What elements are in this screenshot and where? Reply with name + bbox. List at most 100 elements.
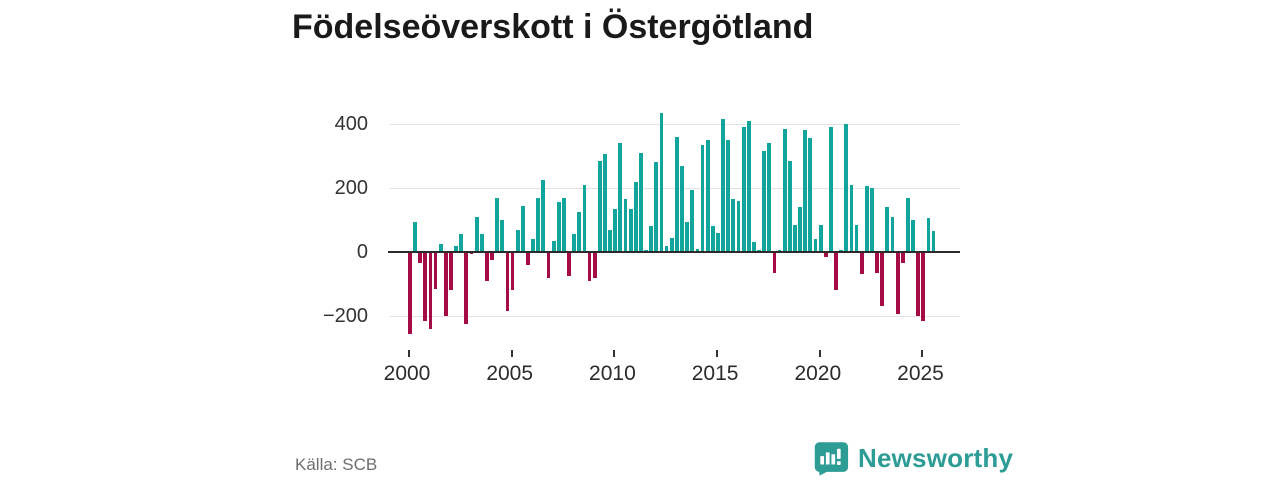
- quarter-bar: [459, 234, 464, 252]
- quarter-bar: [716, 232, 720, 252]
- quarter-bar: [926, 218, 931, 252]
- newsworthy-logo[interactable]: Newsworthy: [812, 440, 1013, 476]
- quarter-bar: [726, 140, 731, 252]
- newsworthy-logo-text: Newsworthy: [858, 442, 1014, 473]
- y-axis-tick-label: 0: [356, 241, 368, 263]
- quarter-bar: [685, 221, 690, 252]
- quarter-bar: [505, 252, 510, 312]
- quarter-bar: [905, 197, 910, 252]
- quarter-bar: [418, 252, 423, 264]
- quarter-bar: [890, 216, 895, 252]
- quarter-bar: [618, 143, 623, 252]
- gridline-minus-200: [390, 316, 960, 317]
- zero-axis-line: [388, 251, 960, 253]
- quarter-bar: [669, 237, 674, 252]
- quarter-bar: [808, 138, 813, 252]
- quarter-bar: [567, 252, 571, 276]
- quarter-bar: [828, 127, 833, 252]
- quarter-bar: [449, 252, 453, 291]
- quarter-bar: [408, 252, 412, 334]
- quarter-bar: [639, 152, 643, 252]
- quarter-bar: [751, 242, 756, 252]
- quarter-bar: [536, 197, 541, 252]
- plot-area: 2000 2005 2010 2015 2020 2025: [384, 100, 960, 385]
- y-axis-tick-label: 400: [334, 113, 368, 135]
- quarter-bar: [490, 252, 494, 260]
- quarter-bar: [597, 160, 602, 252]
- x-axis-tick-mark: [716, 350, 719, 357]
- quarter-bar: [721, 119, 725, 252]
- chart-title: Födelseöverskott i Östergötland: [292, 8, 814, 46]
- x-axis-tick-label: 2005: [486, 362, 534, 385]
- quarter-bar: [438, 244, 443, 252]
- quarter-bar: [454, 245, 458, 252]
- source-credit: Källa: SCB: [295, 455, 378, 474]
- quarter-bar: [495, 197, 500, 252]
- quarter-bar: [628, 208, 633, 252]
- quarter-bar: [834, 252, 838, 291]
- quarter-bar: [515, 229, 520, 252]
- quarter-bar: [433, 252, 438, 289]
- quarter-bar: [592, 252, 597, 278]
- quarter-bar: [880, 252, 885, 307]
- quarter-bar: [623, 199, 628, 252]
- quarter-bar: [731, 199, 736, 252]
- quarter-bar: [900, 252, 905, 264]
- quarter-bar: [423, 252, 428, 321]
- quarter-bar: [510, 252, 515, 291]
- quarter-bar: [700, 144, 705, 252]
- quarter-bar: [562, 197, 566, 252]
- quarter-bar: [659, 112, 664, 252]
- y-axis-tick-label: −200: [322, 305, 368, 327]
- quarter-bar: [813, 239, 818, 252]
- x-axis-tick-label: 2020: [794, 362, 842, 385]
- x-axis-tick-mark: [613, 350, 616, 357]
- quarter-bar: [680, 165, 684, 252]
- quarter-bar: [854, 224, 859, 252]
- quarter-bar: [885, 207, 890, 252]
- x-axis-tick-mark: [921, 350, 924, 357]
- quarter-bar: [859, 252, 864, 275]
- quarter-bar: [520, 205, 525, 252]
- quarter-bar: [736, 200, 741, 252]
- quarter-bar: [864, 186, 869, 252]
- quarter-bar: [541, 180, 546, 252]
- quarter-bar: [500, 220, 505, 252]
- x-axis-tick-mark: [408, 350, 410, 357]
- quarter-bar: [485, 252, 489, 281]
- x-axis-tick-mark: [510, 350, 513, 357]
- quarter-bar: [695, 248, 700, 252]
- quarter-bar: [803, 130, 808, 252]
- quarter-bar: [633, 181, 638, 252]
- quarter-bar: [526, 252, 530, 265]
- quarter-bar: [844, 124, 849, 252]
- quarter-bar: [428, 252, 433, 329]
- quarter-bar: [746, 120, 751, 252]
- quarter-bar: [823, 252, 828, 257]
- quarter-bar: [895, 252, 900, 315]
- quarter-bar: [870, 188, 874, 252]
- quarter-bar: [921, 252, 926, 321]
- quarter-bar: [654, 162, 659, 252]
- quarter-bar: [710, 226, 715, 252]
- quarter-bar: [916, 252, 921, 316]
- quarter-bar: [741, 127, 746, 252]
- gridline-400: [390, 124, 960, 125]
- quarter-bar: [474, 216, 479, 252]
- quarter-bar: [762, 151, 767, 252]
- quarter-bar: [608, 229, 613, 252]
- quarter-bar: [772, 252, 777, 273]
- quarter-bar: [464, 252, 469, 324]
- quarter-bar: [849, 184, 854, 252]
- quarter-bar: [931, 231, 936, 252]
- x-axis-tick-label: 2000: [383, 362, 431, 385]
- quarter-bar: [674, 136, 679, 252]
- quarter-bar: [587, 252, 592, 281]
- quarter-bar: [443, 252, 448, 316]
- newsworthy-bubble-chart-icon: [812, 440, 849, 476]
- quarter-bar: [577, 212, 582, 252]
- quarter-bar: [613, 208, 618, 252]
- quarter-bar: [582, 184, 587, 252]
- quarter-bar: [546, 252, 551, 278]
